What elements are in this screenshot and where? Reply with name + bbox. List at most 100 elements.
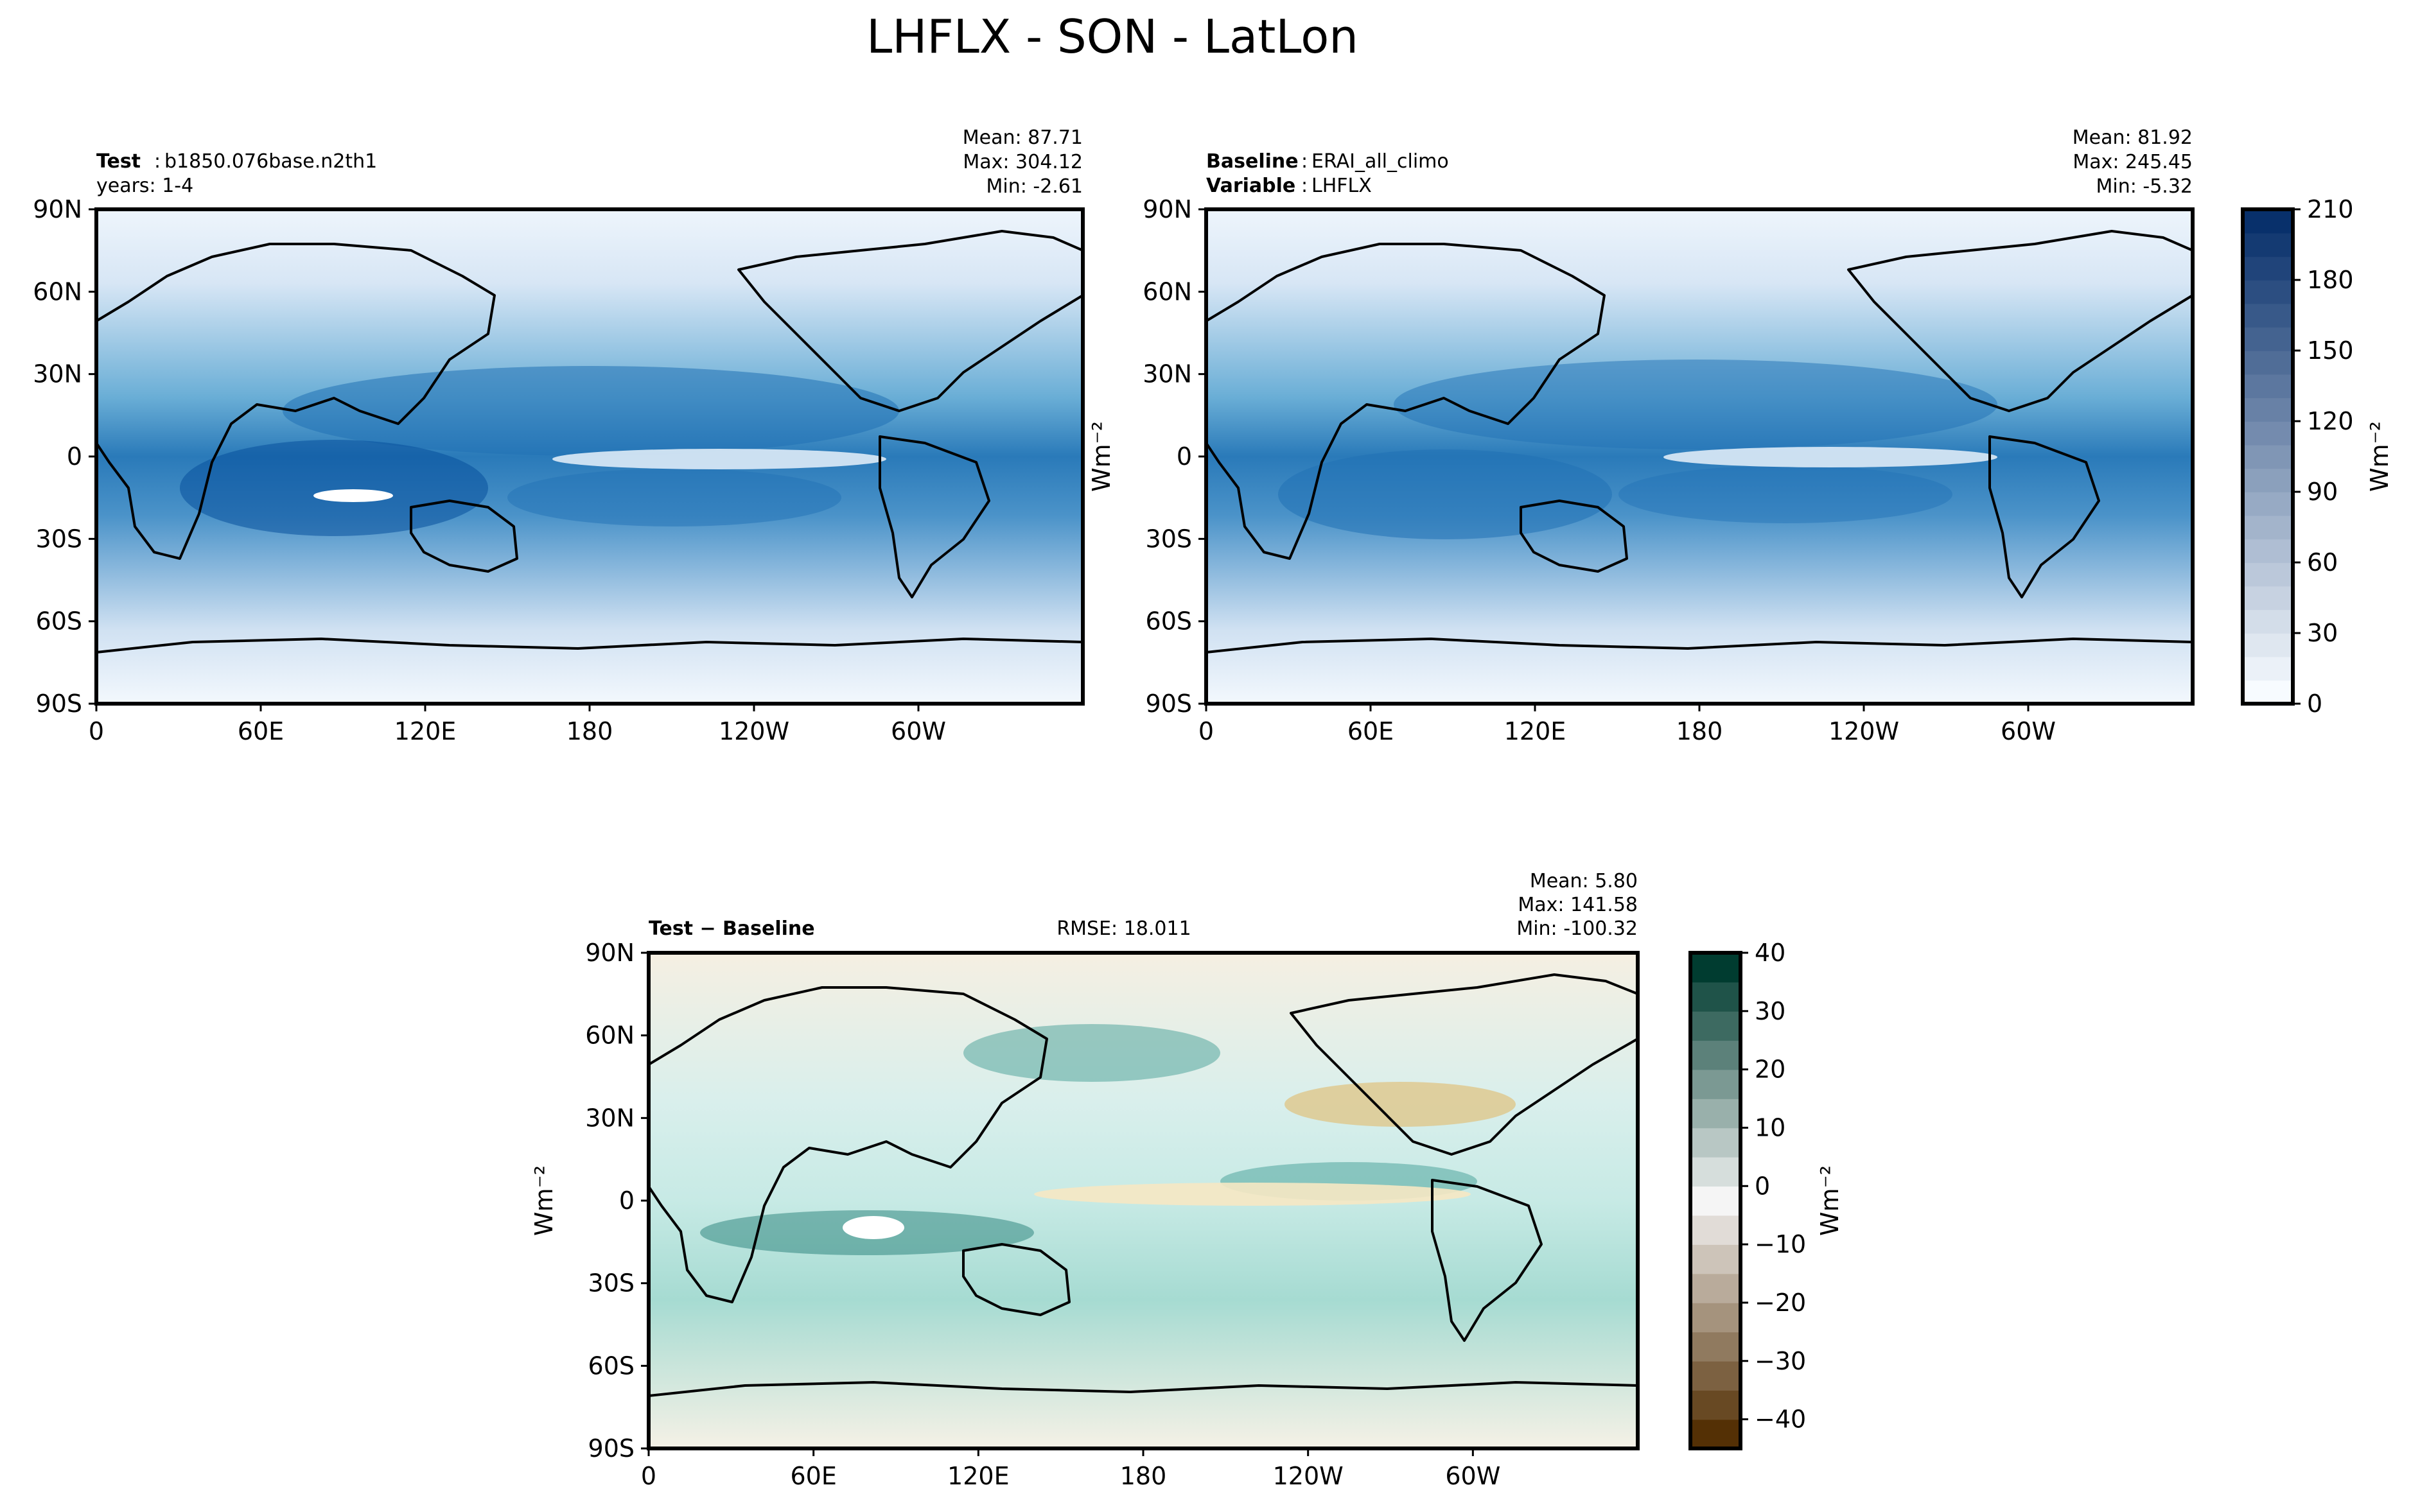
baseline-band-north-pacific bbox=[1394, 360, 1997, 449]
colorbar-bottom-level bbox=[1690, 1273, 1740, 1303]
colorbar-top-level bbox=[2243, 327, 2293, 351]
diff-min: Min: -100.32 bbox=[1516, 917, 1638, 940]
baseline-ytick-label: 90N bbox=[1143, 195, 1192, 223]
baseline-land-australia bbox=[1520, 500, 1628, 573]
diff-anomaly-equatorial-tongue bbox=[1034, 1183, 1471, 1206]
colorbar-top-tick-label: 30 bbox=[2307, 619, 2338, 647]
diff-xtick-label: 60E bbox=[790, 1462, 836, 1490]
test-y-ticks: 90N 60N 30N 0 30S 60S 90S bbox=[33, 195, 96, 718]
colorbar-top-level bbox=[2243, 515, 2293, 540]
diff-ytick-label: 60N bbox=[585, 1021, 635, 1050]
colorbar-top-level bbox=[2243, 656, 2293, 681]
baseline-xtick-label: 60W bbox=[2001, 717, 2056, 745]
colorbar-bottom-tick-label: 30 bbox=[1755, 997, 1785, 1025]
colorbar-top-level bbox=[2243, 444, 2293, 469]
colorbar-bottom-level bbox=[1690, 1156, 1740, 1187]
panel-test: Test : b1850.076base.n2th1 years: 1-4 Me… bbox=[33, 126, 1085, 745]
baseline-landmasses bbox=[1205, 230, 2194, 705]
test-label-value: b1850.076base.n2th1 bbox=[164, 150, 377, 173]
diff-ytick-label: 90N bbox=[585, 939, 635, 967]
test-ytick-label: 30N bbox=[33, 360, 82, 388]
colorbar-top-tick-label: 90 bbox=[2307, 478, 2338, 506]
colorbar-bottom-level bbox=[1690, 1390, 1740, 1420]
colorbar-top-tick-label: 180 bbox=[2307, 266, 2354, 294]
colorbar-top-levels bbox=[2243, 209, 2293, 704]
diff-land-north-america bbox=[1290, 973, 1639, 1156]
colorbar-top-level bbox=[2243, 562, 2293, 587]
test-ytick-label: 60N bbox=[33, 277, 82, 306]
baseline-max: Max: 245.45 bbox=[2073, 151, 2193, 173]
colorbar-bottom-level bbox=[1690, 1040, 1740, 1070]
colorbar-top-label: Wm⁻² bbox=[2365, 421, 2394, 492]
baseline-land-south-america bbox=[1988, 435, 2100, 598]
colorbar-top-level bbox=[2243, 633, 2293, 657]
baseline-band-indian-ocean bbox=[1278, 449, 1612, 539]
colorbar-bottom-tick-label: −10 bbox=[1755, 1230, 1806, 1258]
colorbar-bottom-tick-label: 20 bbox=[1755, 1056, 1785, 1084]
colorbar-top-level bbox=[2243, 421, 2293, 446]
diff-rmse: RMSE: 18.011 bbox=[1056, 917, 1191, 940]
colorbar-bottom-level bbox=[1690, 1215, 1740, 1245]
test-label-sep: : bbox=[154, 150, 161, 173]
colorbar-top-level bbox=[2243, 351, 2293, 375]
baseline-xtick-label: 120E bbox=[1504, 717, 1566, 745]
test-min: Min: -2.61 bbox=[986, 175, 1083, 198]
colorbar-bottom-level bbox=[1690, 1069, 1740, 1099]
colorbar-top-tick-label: 60 bbox=[2307, 548, 2338, 577]
colorbar-bottom-label: Wm⁻² bbox=[1816, 1165, 1844, 1236]
test-xtick-label: 120W bbox=[719, 717, 789, 745]
diff-units-label: Wm⁻² bbox=[530, 1165, 558, 1236]
test-land-north-america bbox=[737, 230, 1084, 412]
colorbar-top-ticks: 210 180 150 120 90 60 30 0 bbox=[2293, 195, 2354, 718]
colorbar-bottom-levels bbox=[1690, 953, 1740, 1449]
baseline-mean: Mean: 81.92 bbox=[2073, 126, 2193, 149]
diff-ytick-label: 60S bbox=[588, 1351, 635, 1380]
baseline-var-sep: : bbox=[1301, 175, 1308, 197]
baseline-land-africa-eurasia bbox=[1205, 243, 1606, 560]
baseline-y-ticks: 90N 60N 30N 0 30S 60S 90S bbox=[1143, 195, 1206, 718]
diff-anomaly-east-pacific bbox=[1284, 1082, 1516, 1127]
test-ytick-label: 60S bbox=[36, 607, 82, 636]
diff-xtick-label: 180 bbox=[1120, 1462, 1167, 1490]
diff-y-ticks: 90N 60N 30N 0 30S 60S 90S bbox=[585, 939, 649, 1463]
test-xtick-label: 180 bbox=[566, 717, 613, 745]
baseline-min: Min: -5.32 bbox=[2096, 175, 2193, 198]
diff-xtick-label: 120E bbox=[947, 1462, 1010, 1490]
colorbar-bottom-level bbox=[1690, 1011, 1740, 1041]
colorbar-top-tick-label: 150 bbox=[2307, 336, 2354, 365]
colorbar-top-level bbox=[2243, 492, 2293, 516]
colorbar-top-level bbox=[2243, 303, 2293, 328]
colorbar-bottom-level bbox=[1690, 1244, 1740, 1274]
test-band-south-pacific bbox=[507, 469, 841, 526]
colorbar-top-level bbox=[2243, 256, 2293, 281]
colorbar-bottom-tick-label: 10 bbox=[1755, 1113, 1785, 1142]
colorbar-top-level bbox=[2243, 232, 2293, 257]
test-blank-patch bbox=[313, 489, 393, 502]
diff-mean: Mean: 5.80 bbox=[1530, 870, 1638, 892]
baseline-xtick-label: 120W bbox=[1828, 717, 1899, 745]
test-xtick-label: 0 bbox=[89, 717, 104, 745]
baseline-ytick-label: 30S bbox=[1146, 525, 1192, 553]
test-ytick-label: 90N bbox=[33, 195, 82, 223]
colorbar-top-frame bbox=[2241, 207, 2295, 706]
diff-blank-patch bbox=[843, 1216, 904, 1239]
test-max: Max: 304.12 bbox=[963, 151, 1083, 173]
baseline-band-south-pacific bbox=[1618, 465, 1952, 523]
colorbar-top-level bbox=[2243, 374, 2293, 399]
test-ytick-label: 90S bbox=[36, 690, 82, 718]
diff-ytick-label: 90S bbox=[588, 1434, 635, 1463]
diff-ytick-label: 30S bbox=[588, 1269, 635, 1298]
colorbar-bottom-tick-label: −40 bbox=[1755, 1405, 1806, 1434]
panel-baseline: Baseline : ERAI_all_climo Variable : LHF… bbox=[1143, 126, 2195, 745]
colorbar-bottom-level bbox=[1690, 1419, 1740, 1449]
colorbar-bottom-level bbox=[1690, 1360, 1740, 1391]
colorbar-top-level bbox=[2243, 209, 2293, 234]
baseline-xtick-label: 0 bbox=[1198, 717, 1214, 745]
baseline-ytick-label: 0 bbox=[1177, 442, 1192, 471]
colorbar-top-level bbox=[2243, 397, 2293, 422]
diff-land-south-america bbox=[1431, 1179, 1543, 1342]
colorbar-bottom-ticks: 40 30 20 10 0 −10 −20 −30 −40 bbox=[1740, 939, 1806, 1434]
diff-max: Max: 141.58 bbox=[1518, 894, 1638, 916]
baseline-var-value: LHFLX bbox=[1311, 175, 1372, 197]
baseline-x-ticks: 0 60E 120E 180 120W 60W bbox=[1198, 704, 2056, 745]
